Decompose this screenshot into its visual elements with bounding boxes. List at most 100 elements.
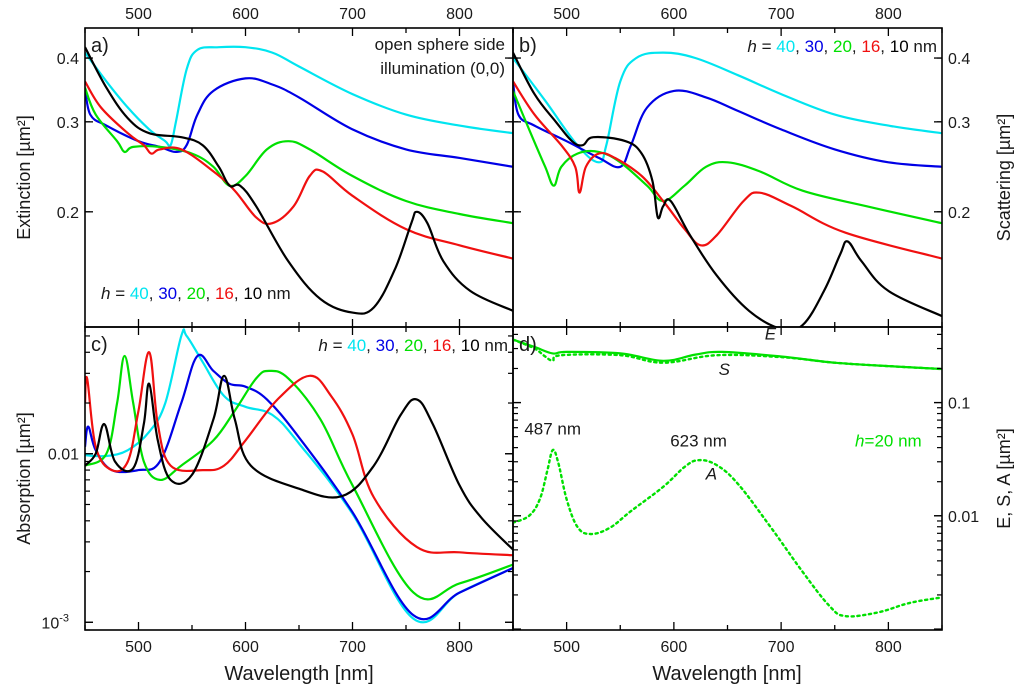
legend-entry-h10: 10 (243, 284, 262, 303)
x-tick-label: 800 (446, 639, 473, 656)
series-line-a-h-10-nm (85, 46, 513, 315)
legend-separator: , (206, 284, 215, 303)
legend-entry-h16: 16 (861, 37, 880, 56)
annotation-h-20-nm: h=20 nm (855, 431, 922, 450)
legend-separator: , (234, 284, 243, 303)
y-tick-label: 0.3 (57, 115, 79, 132)
annotation-text: illumination (0,0) (380, 59, 505, 78)
legend-separator: , (824, 37, 833, 56)
legend-separator: , (395, 336, 404, 355)
legend-b: h = 40, 30, 20, 16, 10 nm (747, 37, 937, 56)
legend-a: h = 40, 30, 20, 16, 10 nm (101, 284, 291, 303)
panel-label-d: d) (519, 334, 537, 356)
x-axis-label-left: Wavelength [nm] (224, 663, 373, 685)
series-line-c-h-30-nm (85, 353, 513, 621)
series-line-b-h-20-nm (513, 90, 942, 225)
series-line-c-h-20-nm (85, 354, 513, 601)
plot-frame (84, 326, 514, 631)
legend-entry-h16: 16 (432, 336, 451, 355)
x-tick-label: 700 (768, 639, 795, 656)
y-tick-label: 0.2 (57, 205, 79, 222)
legend-separator: , (149, 284, 158, 303)
x-tick-label: 700 (768, 6, 795, 23)
legend-separator: , (366, 336, 375, 355)
y-tick-label: 0.4 (948, 51, 970, 68)
legend-unit: nm (480, 336, 508, 355)
series-line-c-h-16-nm (85, 351, 513, 557)
legend-symbol-h: h (101, 284, 110, 303)
panel-b: 500 600 700 800 0.2 0.3 0.4 Scattering [µm²] b) h… (512, 6, 1014, 328)
y-tick-label: 0.3 (948, 115, 970, 132)
y-tick-label: 0.01 (948, 509, 979, 526)
panel-label-b: b) (519, 35, 537, 57)
legend-entry-h40: 40 (130, 284, 149, 303)
series-line-b-h-30-nm (513, 81, 942, 169)
legend-entry-h20: 20 (404, 336, 423, 355)
annotation-487-nm: 487 nm (524, 420, 581, 439)
legend-entry-h10: 10 (461, 336, 480, 355)
legend-separator: , (451, 336, 460, 355)
legend-entry-h20: 20 (833, 37, 852, 56)
x-tick-label: 800 (875, 6, 902, 23)
x-tick-label: 500 (125, 6, 152, 23)
annotation-623-nm: 623 nm (670, 431, 727, 450)
y-axis-label-c: Absorption [µm²] (14, 412, 34, 544)
x-tick-label: 500 (553, 639, 580, 656)
annotation-s: S (719, 360, 731, 379)
legend-symbol-h: h (747, 37, 756, 56)
legend-eq: = (757, 37, 776, 56)
legend-entry-h40: 40 (347, 336, 366, 355)
x-tick-label: 800 (446, 6, 473, 23)
legend-entry-h40: 40 (776, 37, 795, 56)
legend-unit: nm (909, 37, 937, 56)
annotation-h: h (855, 431, 864, 450)
panel-label-a: a) (91, 35, 109, 57)
legend-separator: , (423, 336, 432, 355)
x-axis-label-right: Wavelength [nm] (652, 663, 801, 685)
y-axis-label-a: Extinction [µm²] (14, 115, 34, 239)
y-tick-label: 0.1 (948, 396, 970, 413)
legend-separator: , (795, 37, 804, 56)
x-tick-label: 800 (875, 639, 902, 656)
series-line-a-h-16-nm (85, 80, 513, 260)
legend-entry-h30: 30 (805, 37, 824, 56)
series-line-c-h-40-nm (85, 328, 513, 624)
y-tick-label: 0.01 (48, 447, 79, 464)
series-line-d-s (513, 338, 942, 371)
legend-entry-h30: 30 (376, 336, 395, 355)
y-axis-label-b: Scattering [µm²] (994, 114, 1014, 241)
annotation-h-value: =20 nm (865, 431, 922, 450)
legend-entry-h20: 20 (187, 284, 206, 303)
annotation-text: open sphere side (375, 35, 505, 54)
legend-entry-h16: 16 (215, 284, 234, 303)
series-line-a-h-30-nm (85, 77, 513, 168)
legend-entry-h10: 10 (890, 37, 909, 56)
legend-separator: , (880, 37, 889, 56)
x-tick-label: 600 (661, 6, 688, 23)
y-tick-label: 0.2 (948, 205, 970, 222)
x-tick-label: 600 (661, 639, 688, 656)
series-line-a-h-40-nm (85, 45, 513, 148)
legend-entry-h30: 30 (158, 284, 177, 303)
panel-d: 500 600 700 800 0.01 0.1 E, S, A [µm²] d) E S 487 … (512, 325, 1014, 656)
annotation-e: E (765, 325, 777, 344)
legend-c: h = 40, 30, 20, 16, 10 nm (318, 336, 508, 355)
legend-unit: nm (262, 284, 290, 303)
x-tick-label: 700 (339, 6, 366, 23)
legend-eq: = (328, 336, 347, 355)
x-tick-label: 600 (232, 639, 259, 656)
legend-separator: , (852, 37, 861, 56)
legend-separator: , (177, 284, 186, 303)
panel-a: 500 600 700 800 0.2 0.3 0.4 Extinction [µm²] a) h… (14, 6, 514, 328)
x-tick-label: 500 (125, 639, 152, 656)
series-line-b-h-16-nm (513, 80, 942, 260)
series-line-d-a (513, 448, 942, 618)
series-line-b-h-10-nm (513, 52, 942, 327)
legend-symbol-h: h (318, 336, 327, 355)
y-tick-label-exponent: -3 (59, 612, 69, 624)
x-tick-label: 600 (232, 6, 259, 23)
x-tick-label: 500 (553, 6, 580, 23)
x-tick-label: 700 (339, 639, 366, 656)
